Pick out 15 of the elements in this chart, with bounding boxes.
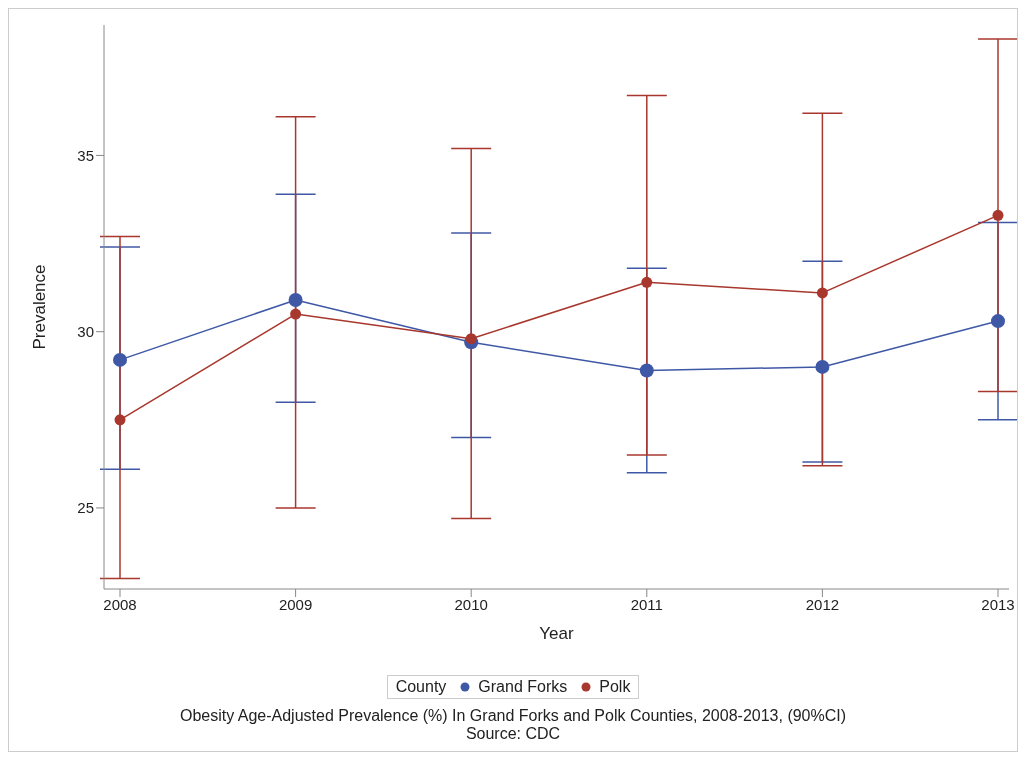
x-tick-label: 2011 [630,595,663,613]
x-tick-label: 2008 [103,595,137,613]
x-tick-label: 2009 [278,595,313,613]
x-tick-label: 2013 [981,595,1015,613]
y-tick-label: 25 [77,499,94,517]
x-axis-title: Year [539,624,575,643]
text: Obesity Age-Adjusted Prevalence (%) In Grand Forks and Polk Counties, 2008-2013, (90%CI) Source: CDC [178,707,848,743]
legend-label: Grand Forks [478,678,568,696]
y-tick-label: 30 [77,323,94,340]
x-tick-label: 2010 [454,595,488,613]
y-tick-label: 35 [77,146,94,164]
x-tick-label: 2012 [805,595,840,613]
y-axis-title: Prevalence [30,264,50,350]
legend-label: Polk [599,678,631,696]
legend-title: County [395,678,447,696]
